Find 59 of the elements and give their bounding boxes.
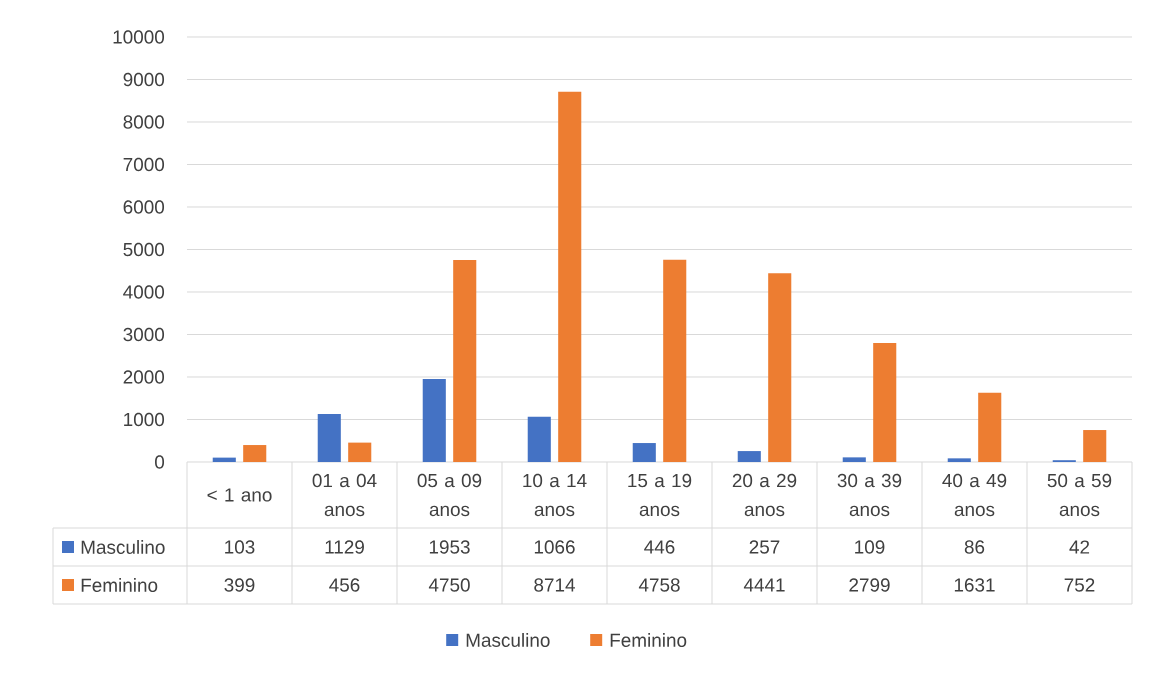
x-tick-label: 01 a 04 anos — [312, 473, 377, 517]
y-tick-label: 8000 — [123, 115, 165, 129]
data-label: 1631 — [954, 578, 995, 592]
bar — [978, 392, 1002, 462]
y-tick-label: 0 — [155, 455, 165, 469]
y-tick-label: 10000 — [113, 30, 165, 44]
data-label: 8714 — [534, 578, 575, 592]
bar — [453, 260, 477, 462]
bar — [737, 451, 761, 462]
bar — [842, 457, 866, 462]
x-tick-label: 40 a 49 anos — [942, 473, 1007, 517]
bar — [663, 259, 687, 462]
bar — [422, 378, 446, 462]
data-label: 399 — [224, 578, 255, 592]
text: Feminino — [610, 633, 687, 647]
legend-label: Feminino — [81, 578, 158, 592]
bar — [873, 343, 897, 462]
data-label: 2799 — [849, 578, 890, 592]
bar — [632, 443, 656, 462]
x-tick-label: 10 a 14 anos — [523, 473, 587, 517]
bar — [212, 457, 236, 462]
y-tick-label: 2000 — [123, 370, 165, 384]
data-label: 4441 — [743, 578, 785, 592]
bar — [558, 91, 582, 462]
data-label: 257 — [749, 540, 780, 554]
bar — [243, 445, 267, 462]
data-label: 109 — [855, 540, 885, 554]
y-tick-label: 1000 — [124, 412, 165, 427]
data-label: 103 — [225, 540, 255, 554]
x-tick-label: 30 a 39 anos — [837, 473, 902, 517]
x-tick-label: 15 a 19 anos — [628, 473, 692, 517]
y-tick-label: 9000 — [123, 72, 165, 87]
legend-label: Masculino — [81, 540, 165, 554]
data-label: 86 — [964, 540, 985, 554]
y-tick-label: 5000 — [123, 242, 165, 257]
bar — [1083, 430, 1107, 462]
data-label: 4758 — [638, 578, 680, 592]
data-label: 752 — [1064, 578, 1095, 592]
x-tick-label: 50 a 59 anos — [1047, 473, 1112, 517]
y-tick-label: 3000 — [123, 327, 165, 342]
data-label: 456 — [329, 578, 360, 592]
data-label: 1066 — [534, 540, 575, 554]
x-tick-label: 05 a 09 anos — [417, 473, 482, 517]
data-label: 4750 — [428, 578, 470, 592]
data-label: 446 — [644, 540, 675, 554]
bar — [527, 416, 551, 462]
data-label: 1953 — [429, 540, 470, 554]
data-label: 1129 — [325, 540, 364, 554]
y-tick-label: 6000 — [123, 200, 165, 214]
bar — [947, 458, 971, 462]
bar — [768, 273, 792, 462]
x-tick-label: < 1 ano — [207, 488, 272, 502]
bar — [348, 442, 372, 462]
data-label: 42 — [1069, 540, 1090, 554]
bar — [317, 414, 341, 462]
x-tick-label: 20 a 29 anos — [732, 473, 797, 517]
y-tick-label: 4000 — [123, 285, 165, 299]
y-tick-label: 7000 — [123, 157, 165, 172]
text: Masculino — [466, 633, 550, 647]
